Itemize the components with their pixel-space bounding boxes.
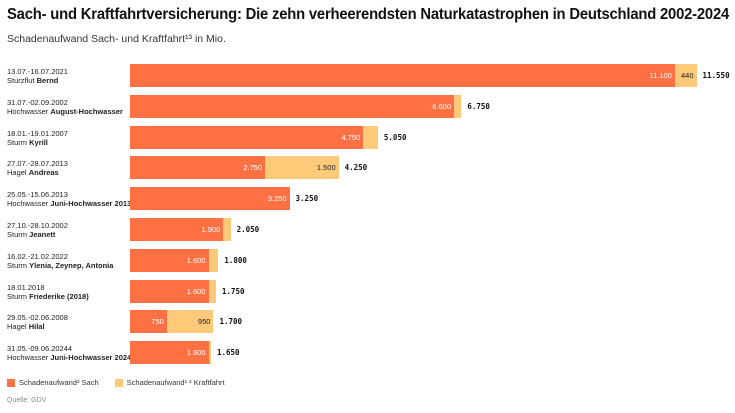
bar-label-kraftfahrt: 1.500 (316, 163, 336, 173)
category-name: Andreas (28, 168, 59, 178)
bar-label-sach: 1.900 (201, 225, 221, 234)
category-name: Hilal (28, 322, 45, 332)
category-label: 13.07.-16.07.2021 Sturzflut Bernd (7, 67, 68, 85)
bar-kraftfahrt (265, 156, 339, 180)
category-type: Hochwasser (7, 106, 49, 116)
category-date: 29.05.-02.06.2008 (7, 313, 68, 323)
category-name: Friederike (2018) (29, 291, 89, 301)
category-type: Sturzflut (7, 76, 35, 85)
category-name: Bernd (36, 76, 59, 85)
bar-sach (130, 94, 454, 118)
category-label: 31.05.-09.06.20244 Hochwasser Juni-Hochwa… (7, 344, 131, 362)
total-label: 5.050 (383, 132, 407, 142)
category-label: 16.02.-21.02.2022 Sturm Ylenia, Zeynep, A… (7, 252, 113, 270)
total-label: 1.650 (217, 348, 240, 358)
legend: Schadenaufwand² Sach Schadenaufwand¹ ² K… (7, 378, 225, 387)
category-date: 31.07.-02.09.2002 (7, 97, 68, 107)
category-label: 27.10.-28.10.2002 Sturm Jeanett (7, 221, 68, 239)
category-label: 29.05.-02.06.2008 Hagel Hilal (7, 313, 68, 331)
category-name: Juni-Hochwasser 2013 (50, 199, 132, 209)
category-type: Hagel (7, 322, 27, 332)
category-date: 31.05.-09.06.20244 (7, 344, 73, 354)
bar-kraftfahrt (454, 94, 462, 118)
category-type: Hochwasser (7, 353, 49, 363)
chart-title: Sach- und Kraftfahrtversicherung: Die ze… (7, 6, 730, 23)
total-label: 3.250 (295, 194, 319, 204)
bar-label-sach: 1.600 (186, 255, 206, 265)
category-date: 27.07.-28.07.2013 (7, 159, 68, 169)
source-note: Quelle: GDV (7, 397, 47, 404)
total-label: 2.050 (236, 225, 260, 234)
category-label: 31.07.-02.09.2002 Hochwasser August-Hochw… (7, 98, 123, 116)
category-type: Hagel (7, 168, 27, 178)
bar-label-kraftfahrt: 440 (680, 71, 694, 80)
chart-subtitle: Schadenaufwand Sach- und Kraftfahrt¹³ in… (7, 33, 226, 45)
category-name: Ylenia, Zeynep, Antonia (29, 260, 114, 270)
bar-sach (130, 341, 209, 365)
bar-kraftfahrt (674, 64, 697, 87)
total-label: 6.750 (467, 101, 490, 111)
bar-label-sach: 11.100 (649, 71, 672, 80)
legend-swatch-kraftfahrt (114, 378, 123, 387)
total-label: 1.800 (224, 255, 247, 265)
category-date: 13.07.-16.07.2021 (7, 67, 68, 76)
bar-sach (130, 248, 209, 272)
category-label: 18.01.-19.01.2007 Sturm Kyrill (7, 129, 68, 147)
legend-label-kraftfahrt: Schadenaufwand¹ ² Kraftfahrt (126, 378, 225, 387)
category-date: 18.01.2018 (7, 282, 45, 292)
total-label: 1.750 (221, 286, 245, 296)
bar-label-sach: 3.250 (267, 194, 287, 204)
bar-kraftfahrt (208, 248, 219, 272)
legend-swatch-sach (7, 378, 15, 387)
bar-sach (130, 279, 209, 303)
bar-label-kraftfahrt: 950 (197, 317, 211, 327)
bar-sach (130, 125, 364, 149)
category-label: 25.05.-15.06.2013 Hochwasser Juni-Hochwas… (7, 190, 131, 208)
category-label: 27.07.-28.07.2013 Hagel Andreas (7, 159, 68, 177)
bar-sach (130, 310, 167, 334)
legend-label-sach: Schadenaufwand² Sach (19, 378, 99, 387)
bar-kraftfahrt (363, 125, 378, 149)
category-date: 25.05.-15.06.2013 (7, 190, 68, 200)
bar-kraftfahrt (223, 218, 231, 241)
bar-sach (130, 64, 675, 87)
bar-label-sach: 4.750 (341, 132, 361, 142)
total-label: 11.550 (702, 71, 730, 80)
bar-sach (130, 218, 224, 241)
category-name: Jeanett (29, 230, 56, 239)
category-date: 27.10.-28.10.2002 (7, 221, 68, 230)
total-label: 1.700 (219, 317, 243, 327)
bar-label-sach: 1.600 (186, 286, 206, 296)
bar-kraftfahrt (208, 341, 211, 365)
category-name: August-Hochwasser (50, 106, 123, 116)
category-type: Sturm (7, 230, 28, 239)
category-type: Sturm (7, 291, 28, 301)
category-type: Sturm (7, 137, 28, 147)
bar-label-sach: 2.750 (243, 163, 262, 173)
bar-label-sach: 750 (151, 317, 164, 327)
bar-kraftfahrt (208, 279, 216, 303)
bar-kraftfahrt (166, 310, 214, 334)
category-name: Kyrill (29, 137, 48, 147)
category-date: 18.01.-19.01.2007 (7, 128, 68, 138)
category-label: 18.01.2018 Sturm Friederike (2018) (7, 283, 89, 301)
category-name: Juni-Hochwasser 2024 (50, 353, 132, 363)
total-label: 4.250 (344, 163, 368, 173)
bar-sach (130, 187, 290, 211)
category-type: Sturm (7, 260, 28, 270)
bar-sach (130, 156, 265, 180)
bar-label-sach: 6.600 (432, 101, 451, 111)
bar-label-sach: 1.600 (186, 348, 206, 358)
category-date: 16.02.-21.02.2022 (7, 251, 68, 261)
category-type: Hochwasser (7, 199, 49, 209)
